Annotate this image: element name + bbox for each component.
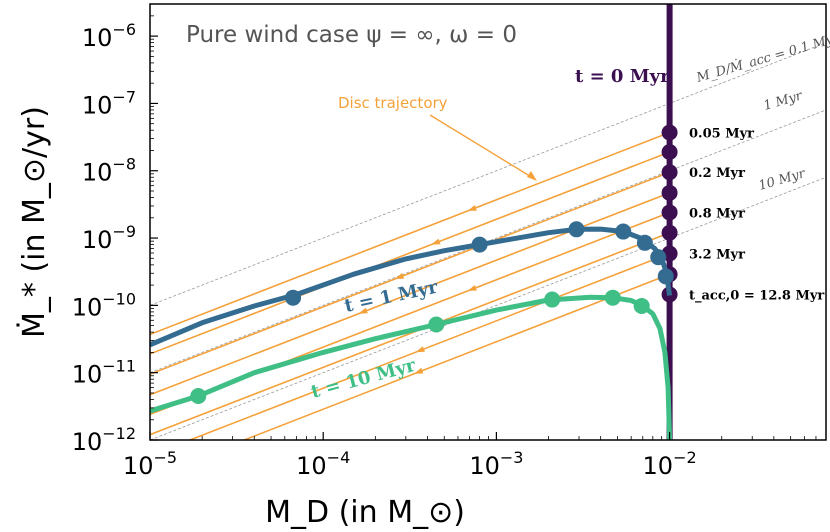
time-label-6: 3.2 Myr xyxy=(689,247,745,262)
reference-line-2 xyxy=(150,176,826,440)
y-tick-label-4: 10−8 xyxy=(82,155,136,187)
series-2-point-3 xyxy=(604,289,621,306)
y-axis-title: Ṁ_* (in M_⊙/yr) xyxy=(16,106,52,338)
series-label-0: t = 0 Myr xyxy=(575,66,670,87)
x-tick-label-2: 10−3 xyxy=(469,448,523,480)
series-2-point-0 xyxy=(190,388,207,405)
time-label-0: 0.05 Myr xyxy=(689,126,754,141)
series-0-point-3 xyxy=(661,184,678,201)
trajectory-arrow-1 xyxy=(431,238,441,245)
series-1-point-2 xyxy=(568,221,585,238)
series-line-2 xyxy=(150,294,673,440)
disc-trajectory-2 xyxy=(150,171,670,375)
series-0-point-5 xyxy=(661,224,678,241)
disc-trajectory-1 xyxy=(150,151,670,355)
disc-trajectory-6 xyxy=(189,252,670,440)
series-0-point-2 xyxy=(661,164,678,181)
x-tick-label-1: 10−4 xyxy=(296,448,350,480)
series-1-point-0 xyxy=(285,289,302,306)
reference-line-0 xyxy=(150,42,826,306)
x-tick-label-3: 10−2 xyxy=(643,448,697,480)
series-0-point-4 xyxy=(661,204,678,221)
annotation-pointer-head xyxy=(527,171,537,181)
x-axis-title: M_D (in M_⊙) xyxy=(265,495,465,530)
y-tick-label-6: 10−6 xyxy=(82,20,136,52)
time-label-8: t_acc,0 = 12.8 Myr xyxy=(689,289,824,304)
plot-frame xyxy=(149,3,827,441)
disc-trajectory-0 xyxy=(150,131,670,336)
annotation-pointer xyxy=(429,114,534,179)
series-1-point-6 xyxy=(657,268,674,285)
series-1-point-3 xyxy=(615,223,632,240)
y-tick-label-1: 10−11 xyxy=(72,357,136,389)
trajectory-annotation: Disc trajectory xyxy=(338,94,448,112)
chart-title: Pure wind case ψ = ∞, ω = 0 xyxy=(186,22,517,48)
trajectory-arrow-7 xyxy=(413,367,424,374)
time-label-2: 0.2 Myr xyxy=(689,166,745,181)
x-tick-label-0: 10−5 xyxy=(123,448,177,480)
y-tick-label-3: 10−9 xyxy=(82,222,136,254)
trajectory-arrow-2 xyxy=(394,273,405,280)
disc-trajectory-7 xyxy=(243,273,670,440)
trajectory-arrow-0 xyxy=(467,204,477,212)
trajectory-arrow-3 xyxy=(358,307,368,314)
y-tick-label-0: 10−12 xyxy=(72,424,136,456)
series-0-point-1 xyxy=(661,143,678,160)
series-2-point-2 xyxy=(544,291,561,308)
series-2-point-1 xyxy=(428,316,445,333)
time-label-4: 0.8 Myr xyxy=(689,206,745,221)
trajectory-arrow-6 xyxy=(415,346,425,353)
series-2-point-4 xyxy=(633,297,650,314)
trajectory-arrow-4 xyxy=(467,284,477,292)
y-tick-label-2: 10−10 xyxy=(72,289,136,321)
series-1-point-1 xyxy=(471,236,488,253)
y-tick-label-5: 10−7 xyxy=(82,87,136,119)
series-0-point-0 xyxy=(661,124,678,141)
series-1-point-5 xyxy=(650,249,667,266)
disc-trajectory-5 xyxy=(150,231,670,436)
series-1-point-4 xyxy=(636,234,653,251)
